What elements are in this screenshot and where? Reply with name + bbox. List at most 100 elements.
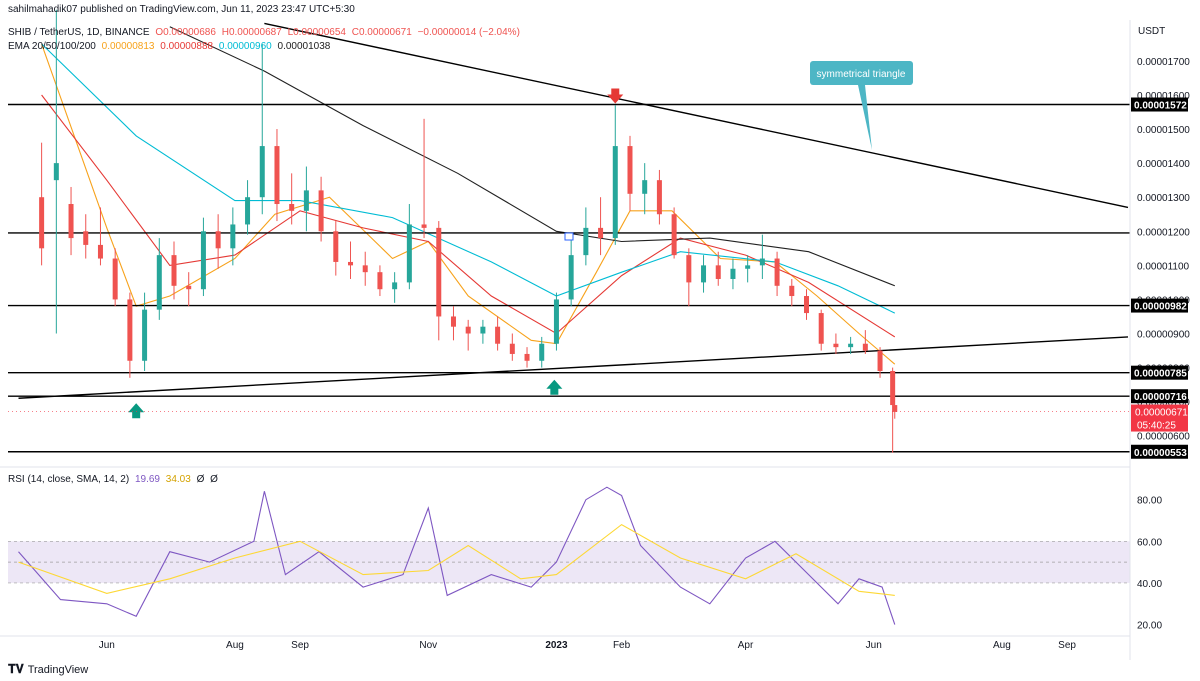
rsi-tick-label: 60.00 xyxy=(1137,537,1162,548)
brand-name: TradingView xyxy=(27,663,89,676)
candle-body[interactable] xyxy=(686,255,692,283)
candle-body[interactable] xyxy=(568,255,574,300)
level-label-box xyxy=(1131,97,1188,112)
candle-body[interactable] xyxy=(583,227,589,256)
candle-body[interactable] xyxy=(171,255,177,286)
candle-body[interactable] xyxy=(450,316,456,327)
candle-body[interactable] xyxy=(642,180,648,194)
rsi-tick-label: 80.00 xyxy=(1137,496,1162,507)
low-value: L0.00000654 xyxy=(287,27,346,38)
candle-body[interactable] xyxy=(701,265,707,283)
rsi-sma-value: 34.03 xyxy=(165,474,191,485)
candle-body[interactable] xyxy=(97,244,103,259)
close-value: C0.00000671 xyxy=(351,27,412,38)
candle-body[interactable] xyxy=(333,231,339,262)
ema-legend[interactable]: EMA 20/50/100/200 0.00000813 0.00000888 … xyxy=(8,41,333,52)
candle-body[interactable] xyxy=(392,282,398,290)
candle-body[interactable] xyxy=(539,343,545,361)
candle-body[interactable] xyxy=(186,285,192,290)
candle-body[interactable] xyxy=(362,265,368,273)
candle-body[interactable] xyxy=(83,231,89,245)
candle-body[interactable] xyxy=(480,326,486,334)
candle-body[interactable] xyxy=(627,146,633,194)
candle-body[interactable] xyxy=(715,265,721,279)
candle-body[interactable] xyxy=(230,224,236,249)
level-label-box xyxy=(1131,389,1188,404)
lower-trendline[interactable] xyxy=(18,336,1129,399)
candle-body[interactable] xyxy=(274,146,280,205)
candle-body[interactable] xyxy=(68,204,74,239)
rsi-legend[interactable]: RSI (14, close, SMA, 14, 2) 19.69 34.03 … xyxy=(8,474,221,485)
candle-body[interactable] xyxy=(127,299,133,361)
candle-body[interactable] xyxy=(848,343,854,348)
candle-body[interactable] xyxy=(789,285,795,297)
candle-body[interactable] xyxy=(509,343,515,354)
candle-body[interactable] xyxy=(112,258,118,300)
price-tick-label: 0.00000600 xyxy=(1137,432,1190,443)
candle-body[interactable] xyxy=(436,227,442,317)
candle-body[interactable] xyxy=(215,231,221,249)
annotation-callout[interactable]: symmetrical triangle xyxy=(810,61,913,150)
ema50-value: 0.00000888 xyxy=(160,41,214,52)
candle-body[interactable] xyxy=(803,296,809,314)
arrow-down-icon xyxy=(607,88,624,104)
candle-body[interactable] xyxy=(406,224,412,283)
candle-body[interactable] xyxy=(39,197,45,249)
candle-body[interactable] xyxy=(524,353,530,361)
candle-body[interactable] xyxy=(259,146,265,198)
level-label: 0.00000785 xyxy=(1134,369,1187,380)
candle-body[interactable] xyxy=(890,370,896,406)
price-tick-label: 0.00001300 xyxy=(1137,193,1190,204)
candle-body[interactable] xyxy=(892,405,898,412)
candle-body[interactable] xyxy=(156,255,162,310)
callout-box xyxy=(810,61,913,85)
rsi-pane[interactable] xyxy=(8,486,1130,625)
time-tick-label: Feb xyxy=(613,640,631,651)
time-tick-label: Sep xyxy=(291,640,309,651)
tradingview-brand[interactable]: 𝐓𝐕 TradingView xyxy=(8,662,88,677)
candle-body[interactable] xyxy=(421,224,427,228)
upper-trendline[interactable] xyxy=(264,22,1129,209)
candle-body[interactable] xyxy=(289,204,295,211)
countdown-label: 05:40:25 xyxy=(1137,421,1176,432)
symbol-legend[interactable]: SHIB / TetherUS, 1D, BINANCE O0.00000686… xyxy=(8,27,523,38)
candle-body[interactable] xyxy=(745,265,751,269)
price-tick-label: 0.00001500 xyxy=(1137,125,1190,136)
candle-body[interactable] xyxy=(377,272,383,290)
candle-body[interactable] xyxy=(553,299,559,344)
candle-body[interactable] xyxy=(200,231,206,290)
candle-body[interactable] xyxy=(612,146,618,239)
candle-body[interactable] xyxy=(318,190,324,232)
candle-body[interactable] xyxy=(598,227,604,239)
arrow-up-icon xyxy=(128,403,145,419)
candle-body[interactable] xyxy=(245,197,251,225)
candle-body[interactable] xyxy=(877,350,883,371)
candle-body[interactable] xyxy=(774,258,780,286)
high-value: H0.00000687 xyxy=(221,27,282,38)
candle-body[interactable] xyxy=(818,313,824,344)
price-pane[interactable]: symmetrical triangle xyxy=(8,9,1130,453)
price-tick-label: 0.00001200 xyxy=(1137,227,1190,238)
candle-body[interactable] xyxy=(656,180,662,215)
candle-body[interactable] xyxy=(303,190,309,211)
rsi-tick-label: 40.00 xyxy=(1137,579,1162,590)
ema200-value: 0.00001038 xyxy=(277,41,331,52)
rsi-value: 19.69 xyxy=(134,474,160,485)
price-tick-label: 0.00001400 xyxy=(1137,159,1190,170)
anchor-handle[interactable] xyxy=(564,232,574,241)
candle-body[interactable] xyxy=(53,163,59,181)
candle-body[interactable] xyxy=(142,309,148,361)
publisher-line: sahilmahadik07 published on TradingView.… xyxy=(8,4,355,15)
candle-body[interactable] xyxy=(759,258,765,266)
candle-body[interactable] xyxy=(348,261,354,266)
candle-body[interactable] xyxy=(862,343,868,351)
candle-body[interactable] xyxy=(465,326,471,334)
price-tick-label: 0.00000900 xyxy=(1137,330,1190,341)
ema50-line xyxy=(41,94,896,338)
price-tick-label: 0.00001700 xyxy=(1137,57,1190,68)
candle-body[interactable] xyxy=(495,326,501,344)
candle-body[interactable] xyxy=(833,343,839,348)
candle-body[interactable] xyxy=(730,268,736,279)
candle-body[interactable] xyxy=(671,214,677,256)
